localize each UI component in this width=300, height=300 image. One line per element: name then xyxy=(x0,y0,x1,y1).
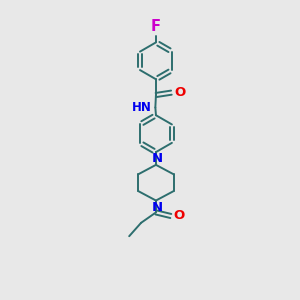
Text: HN: HN xyxy=(132,101,152,114)
Text: N: N xyxy=(152,200,163,214)
Text: F: F xyxy=(151,19,161,34)
Text: N: N xyxy=(152,152,163,165)
Text: O: O xyxy=(174,86,186,99)
Text: O: O xyxy=(174,209,185,223)
